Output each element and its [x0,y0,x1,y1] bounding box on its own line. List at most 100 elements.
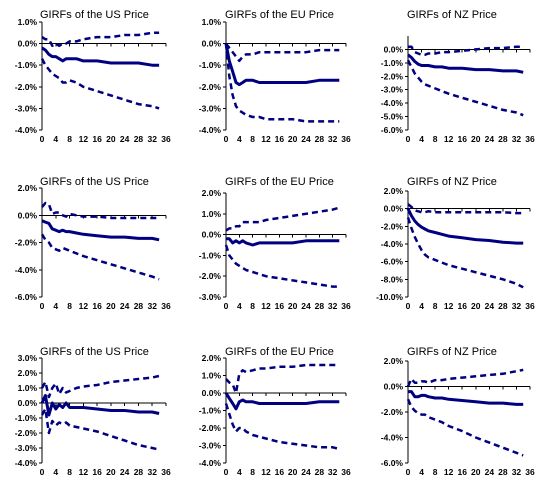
x-tick-label: 12 [261,301,271,311]
y-tick-label: -3.0% [199,441,222,451]
y-tick-label: 1.0% [18,383,38,393]
x-tick-label: 20 [106,467,116,477]
x-tick-label: 4 [237,134,242,144]
chart-title: GIRFs of NZ Price [407,346,497,358]
x-tick-label: 20 [471,467,481,477]
girf-median-line [226,237,340,247]
x-tick-label: 24 [301,301,311,311]
y-tick-label: -2.0% [381,221,404,231]
y-tick-label: 1.0% [202,371,222,381]
confidence-band-line [40,233,160,281]
x-tick-label: 20 [106,301,116,311]
y-tick-label: 1.0% [18,17,38,27]
y-tick-label: -4.0% [15,458,38,468]
x-tick-label: 0 [406,467,411,477]
x-tick-label: 16 [457,134,467,144]
x-tick-label: 36 [161,467,171,477]
chart-title: GIRFs of NZ Price [407,9,497,21]
y-tick-label: -4.0% [381,239,404,249]
x-tick-label: 28 [315,301,325,311]
x-tick-label: 12 [79,301,89,311]
x-tick-label: 0 [224,301,229,311]
y-tick-label: 0.0% [202,39,222,49]
x-tick-label: 20 [106,134,116,144]
x-tick-label: 0 [40,467,45,477]
confidence-band-line [407,203,524,215]
girf-median-line [41,46,160,67]
y-tick-label: -1.0% [381,58,404,68]
x-tick-label: 12 [261,134,271,144]
y-tick-label: -1.0% [199,250,222,260]
y-tick-label: 2.0% [18,368,38,378]
x-tick-label: 12 [444,301,454,311]
x-tick-label: 12 [444,134,454,144]
y-tick-label: -1.0% [199,60,222,70]
x-tick-label: 8 [433,467,438,477]
x-tick-label: 12 [261,467,271,477]
y-tick-label: -6.0% [381,458,404,468]
x-tick-label: 12 [79,134,89,144]
x-tick-label: 0 [224,134,229,144]
y-tick-label: 2.0% [202,188,222,198]
x-tick-label: 36 [161,134,171,144]
girf-median-line [406,208,524,245]
x-tick-label: 28 [134,301,144,311]
confidence-band-line [224,403,340,451]
x-tick-label: 0 [406,134,411,144]
x-tick-label: 32 [147,134,157,144]
x-tick-label: 16 [92,134,102,144]
x-tick-label: 4 [419,134,424,144]
y-tick-label: -4.0% [381,433,404,443]
chart-title: GIRFs of the EU Price [225,176,334,188]
chart-title: GIRFs of the US Price [40,9,149,21]
girf-median-line [408,390,524,406]
x-tick-label: 16 [457,467,467,477]
y-tick-label: -2.0% [199,82,222,92]
x-tick-label: 24 [301,467,311,477]
x-tick-label: 36 [341,467,351,477]
confidence-band-line [40,58,160,110]
y-tick-label: 0.0% [384,44,404,54]
confidence-band-line [225,363,340,395]
confidence-band-line [408,45,524,57]
y-tick-label: -4.0% [381,98,404,108]
y-tick-label: -3.0% [199,292,222,302]
x-tick-label: 32 [512,467,522,477]
chart-panel: GIRFs of NZ Price 0.0% -1.0% -2.0% -3.0% -4.0… [381,9,535,144]
y-tick-label: -5.0% [381,112,404,122]
y-tick-label: -3.0% [15,443,38,453]
y-tick-label: -2.0% [381,407,404,417]
y-tick-label: -4.0% [15,265,38,275]
x-tick-label: 16 [92,301,102,311]
x-tick-label: 24 [120,301,130,311]
x-tick-label: 4 [419,301,424,311]
x-tick-label: 16 [275,301,285,311]
y-tick-label: -4.0% [199,458,222,468]
y-tick-label: -6.0% [15,292,38,302]
x-tick-label: 8 [433,301,438,311]
x-tick-label: 0 [40,134,45,144]
x-tick-label: 4 [419,467,424,477]
x-tick-label: 8 [433,134,438,144]
x-tick-label: 20 [288,467,298,477]
x-tick-label: 28 [498,134,508,144]
x-tick-label: 36 [161,301,171,311]
y-tick-label: -6.0% [381,257,404,267]
confidence-band-line [41,201,160,220]
y-tick-label: -3.0% [199,103,222,113]
x-tick-label: 24 [301,134,311,144]
confidence-band-line [406,368,524,388]
x-tick-label: 32 [512,134,522,144]
y-tick-label: 0.0% [18,210,38,220]
y-tick-label: 2.0% [384,356,404,366]
y-tick-label: -1.0% [199,406,222,416]
x-tick-label: 32 [328,467,338,477]
confidence-band-line [406,59,524,117]
y-tick-label: -2.0% [199,271,222,281]
girf-median-line [41,219,160,242]
y-tick-label: -2.0% [199,423,222,433]
